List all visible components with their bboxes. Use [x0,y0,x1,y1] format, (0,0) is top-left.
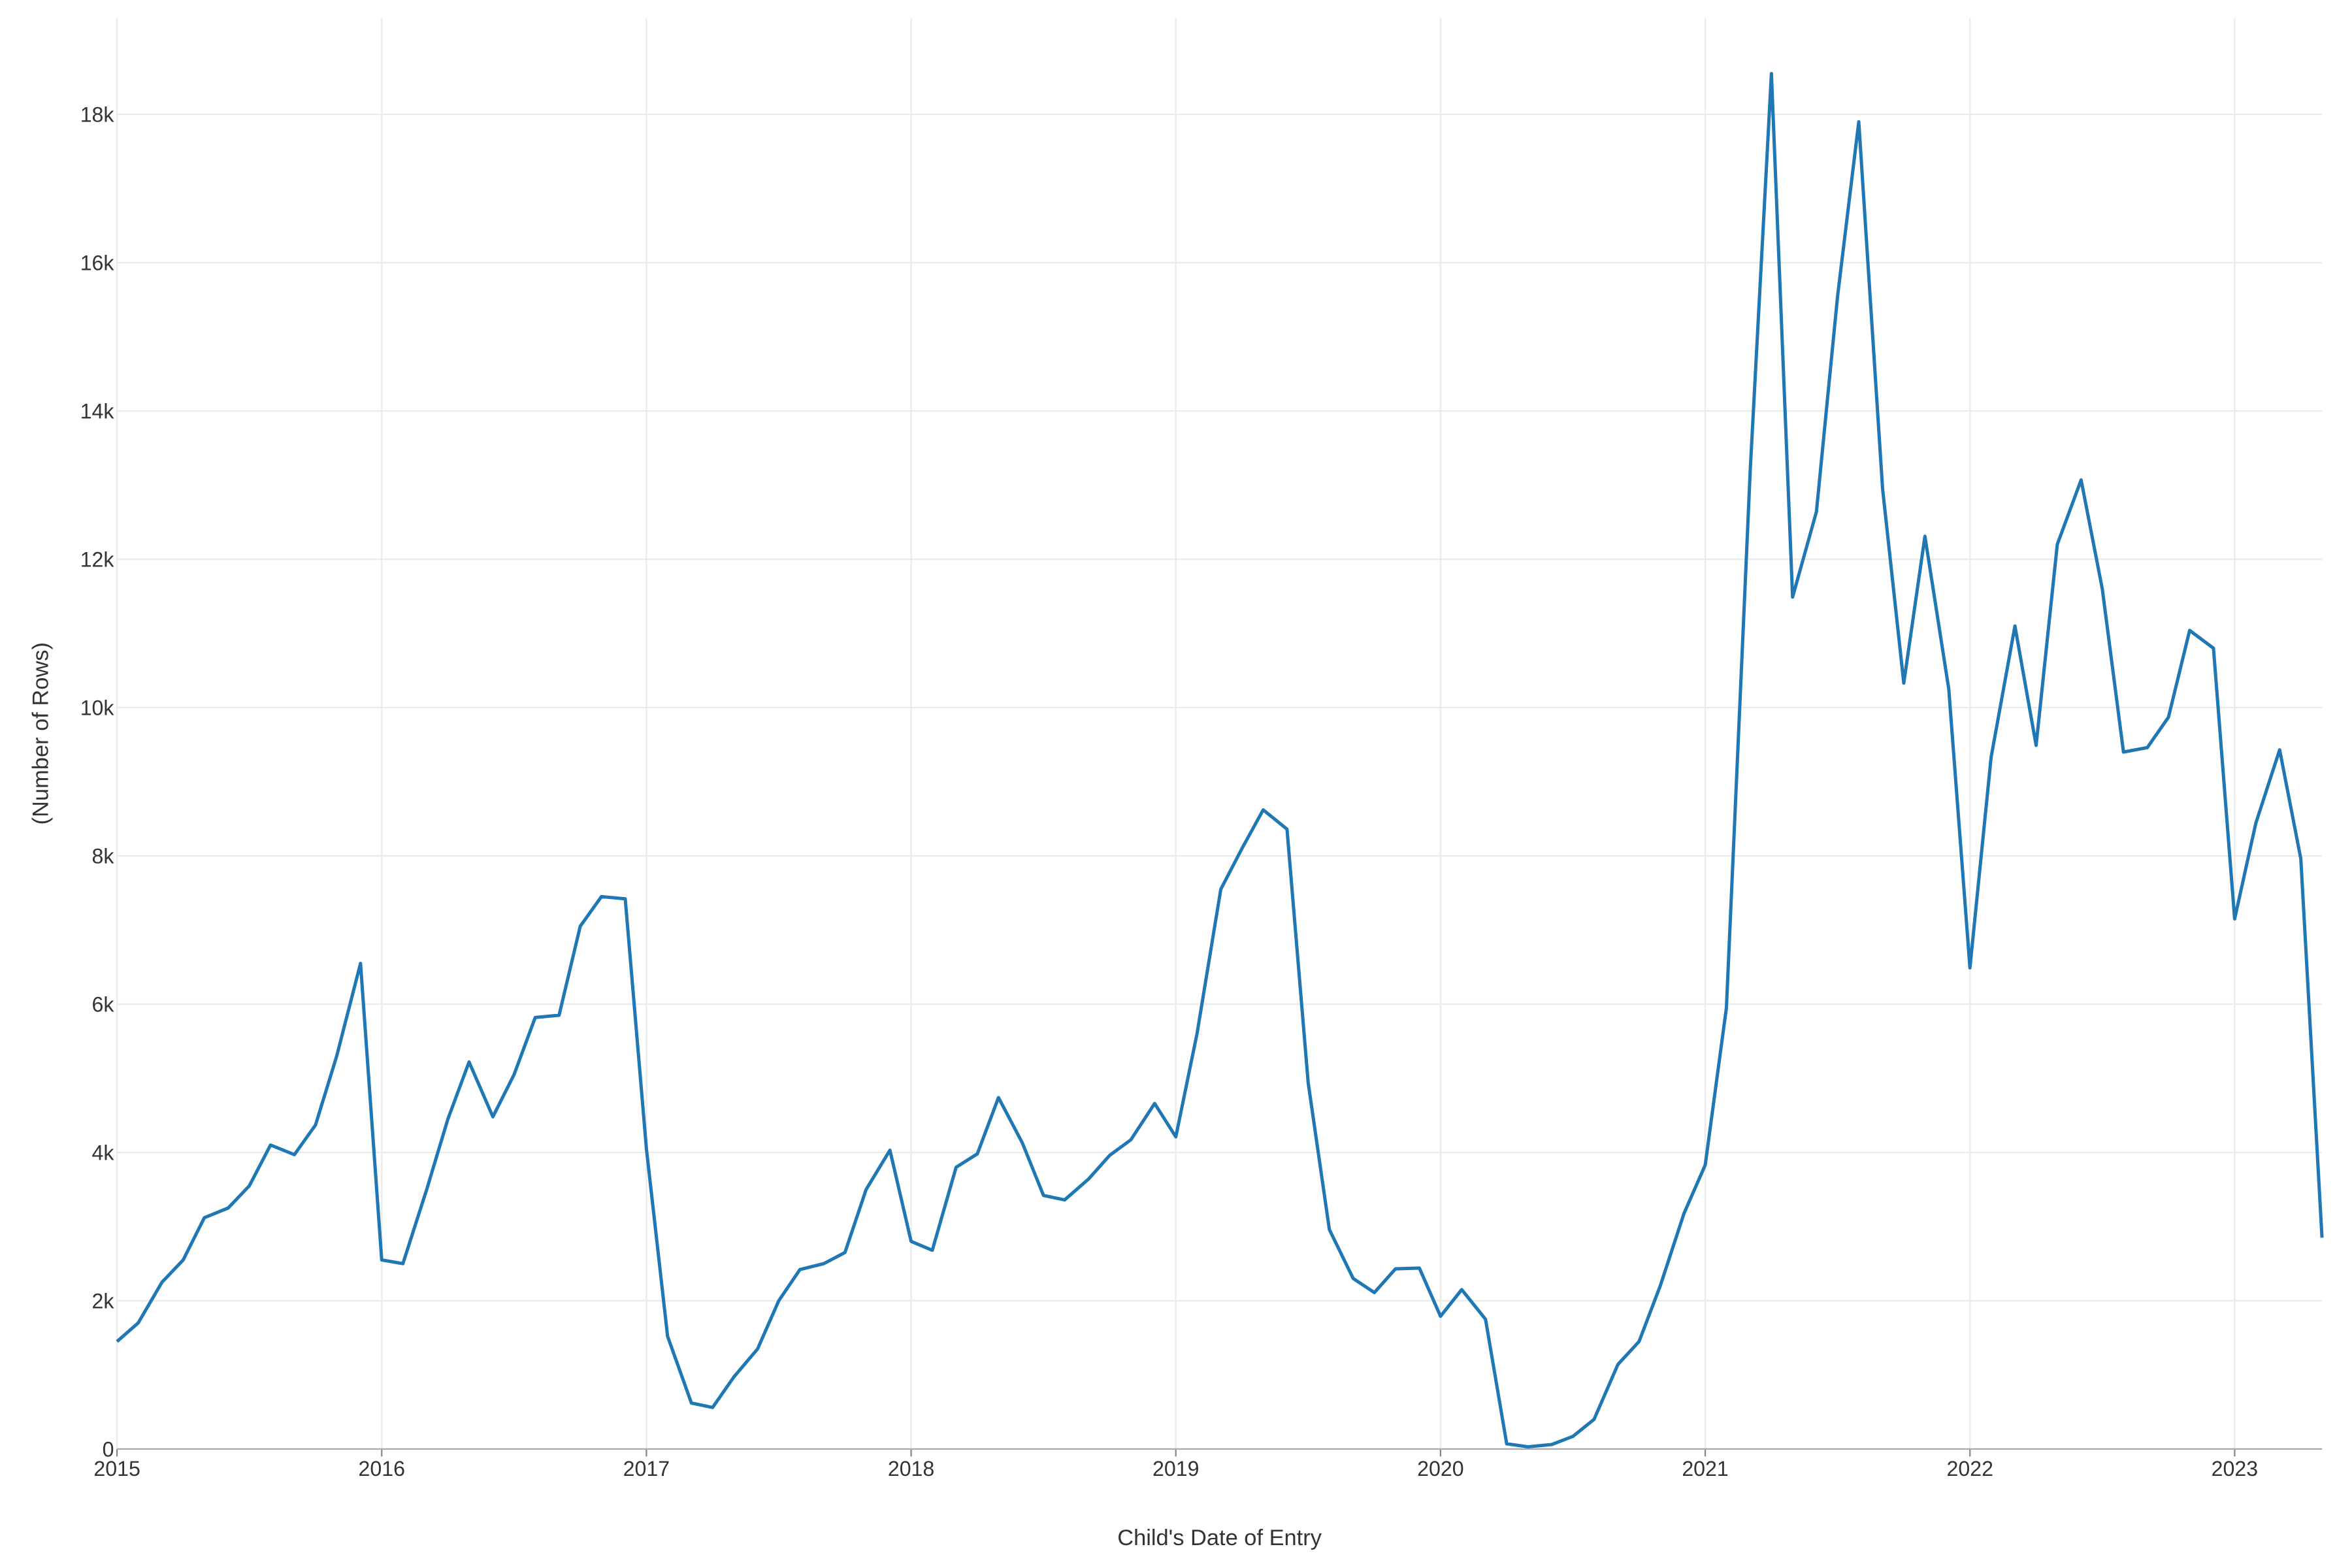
x-tick-label: 2019 [1152,1457,1199,1480]
x-tick-label: 2018 [888,1457,934,1480]
y-tick-label: 10k [80,696,115,719]
y-tick-label: 14k [80,400,115,423]
y-tick-label: 12k [80,547,115,571]
y-tick-label: 16k [80,252,115,275]
x-tick-label: 2015 [93,1457,140,1480]
x-tick-label: 2022 [1946,1457,1993,1480]
y-axis-label: (Number of Rows) [28,642,53,825]
x-tick-label: 2017 [623,1457,670,1480]
x-tick-label: 2023 [2212,1457,2258,1480]
y-tick-label: 8k [92,844,115,868]
x-axis-label: Child's Date of Entry [1117,1526,1322,1550]
x-tick-label: 2021 [1682,1457,1728,1480]
y-tick-label: 2k [92,1289,115,1313]
y-tick-label: 0 [103,1437,114,1461]
y-tick-label: 18k [80,103,115,127]
y-tick-label: 6k [92,992,115,1016]
series-line [116,72,2324,1448]
x-tick-label: 2016 [359,1457,405,1480]
y-tick-label: 4k [92,1141,115,1164]
x-tick-label: 2020 [1417,1457,1463,1480]
